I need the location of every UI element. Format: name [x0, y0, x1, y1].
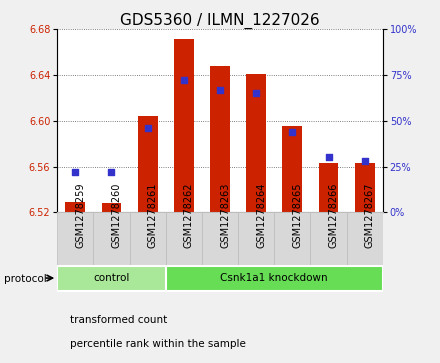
Point — [144, 125, 151, 131]
Bar — [202, 212, 238, 265]
Text: GSM1278260: GSM1278260 — [111, 182, 121, 248]
Text: GSM1278266: GSM1278266 — [329, 182, 338, 248]
Text: Csnk1a1 knockdown: Csnk1a1 knockdown — [220, 273, 328, 283]
Bar — [166, 266, 383, 291]
Text: protocol: protocol — [4, 274, 47, 284]
Bar — [355, 163, 375, 212]
Point — [361, 158, 368, 164]
Bar — [66, 202, 85, 212]
Bar — [311, 212, 347, 265]
Text: GSM1278264: GSM1278264 — [256, 182, 266, 248]
Text: GSM1278263: GSM1278263 — [220, 182, 230, 248]
Point — [72, 169, 79, 175]
Bar — [246, 74, 266, 212]
Text: GSM1278262: GSM1278262 — [184, 182, 194, 248]
Bar — [129, 212, 166, 265]
Bar — [174, 39, 194, 212]
Text: transformed count: transformed count — [70, 315, 168, 325]
Text: GSM1278259: GSM1278259 — [75, 182, 85, 248]
Point — [216, 87, 224, 93]
Text: GDS5360 / ILMN_1227026: GDS5360 / ILMN_1227026 — [120, 13, 320, 29]
Point — [253, 90, 260, 96]
Bar — [57, 212, 93, 265]
Bar — [57, 266, 166, 291]
Bar — [93, 212, 129, 265]
Bar — [210, 66, 230, 212]
Point — [289, 129, 296, 135]
Bar — [102, 203, 121, 212]
Text: GSM1278261: GSM1278261 — [148, 182, 158, 248]
Bar — [238, 212, 274, 265]
Bar — [319, 163, 338, 212]
Bar — [274, 212, 311, 265]
Point — [180, 77, 187, 83]
Point — [108, 169, 115, 175]
Point — [325, 154, 332, 160]
Text: control: control — [93, 273, 130, 283]
Bar — [282, 126, 302, 212]
Bar — [166, 212, 202, 265]
Text: GSM1278265: GSM1278265 — [292, 182, 302, 248]
Bar — [347, 212, 383, 265]
Bar — [138, 116, 158, 212]
Text: percentile rank within the sample: percentile rank within the sample — [70, 339, 246, 349]
Text: GSM1278267: GSM1278267 — [365, 182, 375, 248]
